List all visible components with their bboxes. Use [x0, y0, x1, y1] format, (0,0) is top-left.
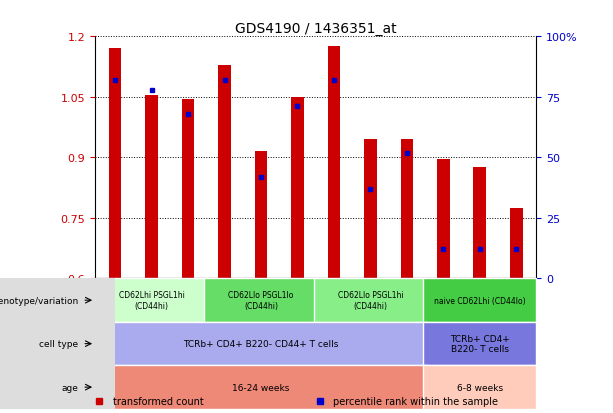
Text: age: age — [62, 383, 78, 392]
Bar — [364, 140, 377, 279]
Bar — [181, 100, 194, 279]
Bar — [314, 279, 427, 322]
Bar — [205, 279, 318, 322]
Bar — [510, 208, 523, 279]
Text: 6-8 weeks: 6-8 weeks — [457, 383, 503, 392]
Bar — [0, 279, 115, 322]
Bar — [0, 366, 115, 409]
Bar — [145, 95, 158, 279]
Text: TCRb+ CD4+ B220- CD44+ T cells: TCRb+ CD4+ B220- CD44+ T cells — [183, 339, 338, 348]
Text: naive CD62Lhi (CD44lo): naive CD62Lhi (CD44lo) — [434, 296, 526, 305]
Text: TCRb+ CD4+
B220- T cells: TCRb+ CD4+ B220- T cells — [450, 334, 510, 354]
Bar — [327, 47, 340, 279]
Text: CD62Llo PSGL1hi
(CD44hi): CD62Llo PSGL1hi (CD44hi) — [338, 291, 403, 310]
Title: GDS4190 / 1436351_at: GDS4190 / 1436351_at — [235, 22, 397, 36]
Bar — [254, 152, 267, 279]
Text: percentile rank within the sample: percentile rank within the sample — [333, 396, 498, 406]
Bar — [0, 322, 115, 366]
Bar — [424, 322, 536, 366]
Bar — [424, 279, 536, 322]
Bar — [109, 49, 121, 279]
Text: transformed count: transformed count — [113, 396, 204, 406]
Bar — [424, 366, 536, 409]
Bar — [95, 279, 208, 322]
Text: CD62Llo PSGL1lo
(CD44hi): CD62Llo PSGL1lo (CD44hi) — [228, 291, 294, 310]
Bar — [95, 366, 427, 409]
Bar — [400, 140, 413, 279]
Text: genotype/variation: genotype/variation — [0, 296, 78, 305]
Text: 16-24 weeks: 16-24 weeks — [232, 383, 290, 392]
Text: CD62Lhi PSGL1hi
(CD44hi): CD62Lhi PSGL1hi (CD44hi) — [118, 291, 185, 310]
Bar — [437, 160, 450, 279]
Bar — [95, 322, 427, 366]
Bar — [218, 65, 231, 279]
Bar — [291, 97, 304, 279]
Text: cell type: cell type — [39, 339, 78, 348]
Bar — [473, 168, 486, 279]
